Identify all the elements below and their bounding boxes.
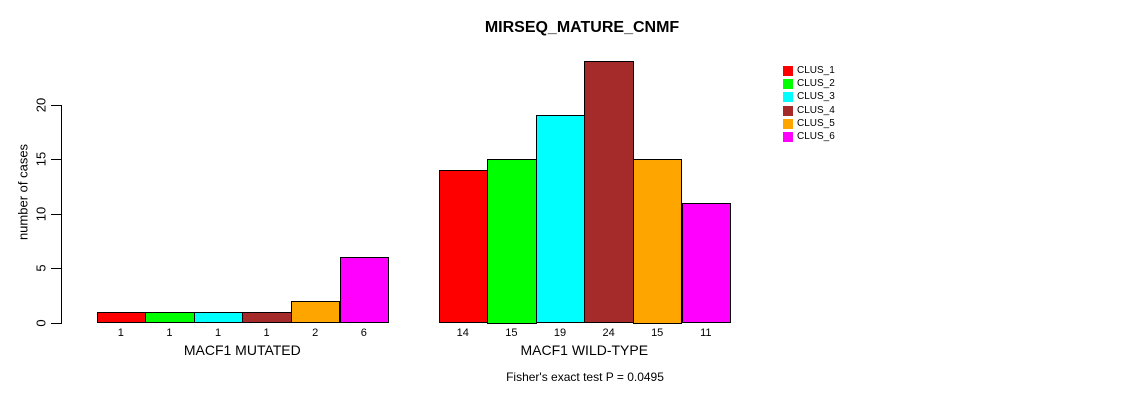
bar-clus_1 <box>96 311 147 324</box>
bar-clus_4 <box>242 311 292 324</box>
bar-clus_2 <box>145 311 195 324</box>
y-tick-label: 0 <box>33 318 48 327</box>
y-axis-tick <box>51 159 61 160</box>
bar-value-label: 6 <box>360 327 367 339</box>
y-axis-tick <box>51 104 61 106</box>
bar-clus_5 <box>290 300 341 324</box>
bar-clus_5 <box>632 159 683 324</box>
bar-clus_3 <box>535 115 586 324</box>
legend-label-clus_3: CLUS_3 <box>797 91 835 103</box>
y-tick-label: 15 <box>33 151 48 167</box>
chart-title: MIRSEQ_MATURE_CNMF <box>484 19 680 36</box>
y-axis-tick <box>51 268 61 269</box>
bar-value-label: 14 <box>456 327 469 339</box>
bar-value-label: 19 <box>553 327 567 339</box>
legend-swatch-clus_2 <box>783 78 793 89</box>
bar-value-label: 1 <box>166 327 173 339</box>
bar-value-label: 15 <box>651 327 664 339</box>
bar-clus_2 <box>487 159 537 324</box>
bar-value-label: 2 <box>312 327 319 339</box>
legend-swatch-clus_4 <box>783 105 793 116</box>
bar-clus_4 <box>584 60 634 324</box>
bar-clus_3 <box>193 311 244 324</box>
bar-clus_6 <box>681 202 732 324</box>
legend-label-clus_1: CLUS_1 <box>797 64 835 76</box>
y-axis-tick <box>51 213 61 215</box>
x-axis-group-label: MACF1 MUTATED <box>183 342 301 358</box>
y-axis-line <box>61 104 62 324</box>
legend-swatch-clus_6 <box>783 132 793 143</box>
x-axis-group-label: MACF1 WILD-TYPE <box>520 342 649 358</box>
bar-value-label: 15 <box>505 327 518 339</box>
bar-value-label: 1 <box>117 327 124 339</box>
bar-clus_6 <box>339 257 390 324</box>
bar-value-label: 24 <box>602 327 615 339</box>
y-tick-label: 5 <box>33 264 48 272</box>
bar-value-label: 11 <box>700 327 712 339</box>
legend-label-clus_5: CLUS_5 <box>797 117 835 129</box>
y-tick-label: 10 <box>33 206 48 221</box>
legend-swatch-clus_1 <box>783 65 793 76</box>
legend-label-clus_6: CLUS_6 <box>797 131 835 143</box>
bar-clus_1 <box>438 169 489 324</box>
legend-swatch-clus_3 <box>783 92 793 103</box>
y-axis-label: number of cases <box>15 143 31 241</box>
legend-label-clus_2: CLUS_2 <box>797 77 835 89</box>
bar-value-label: 1 <box>263 327 270 339</box>
legend-label-clus_4: CLUS_4 <box>797 104 835 116</box>
annotation-fisher-test: Fisher's exact test P = 0.0495 <box>506 370 664 384</box>
legend-swatch-clus_5 <box>783 118 793 129</box>
bar-value-label: 1 <box>214 327 222 339</box>
y-tick-label: 20 <box>33 97 48 112</box>
y-axis-tick <box>51 322 61 324</box>
